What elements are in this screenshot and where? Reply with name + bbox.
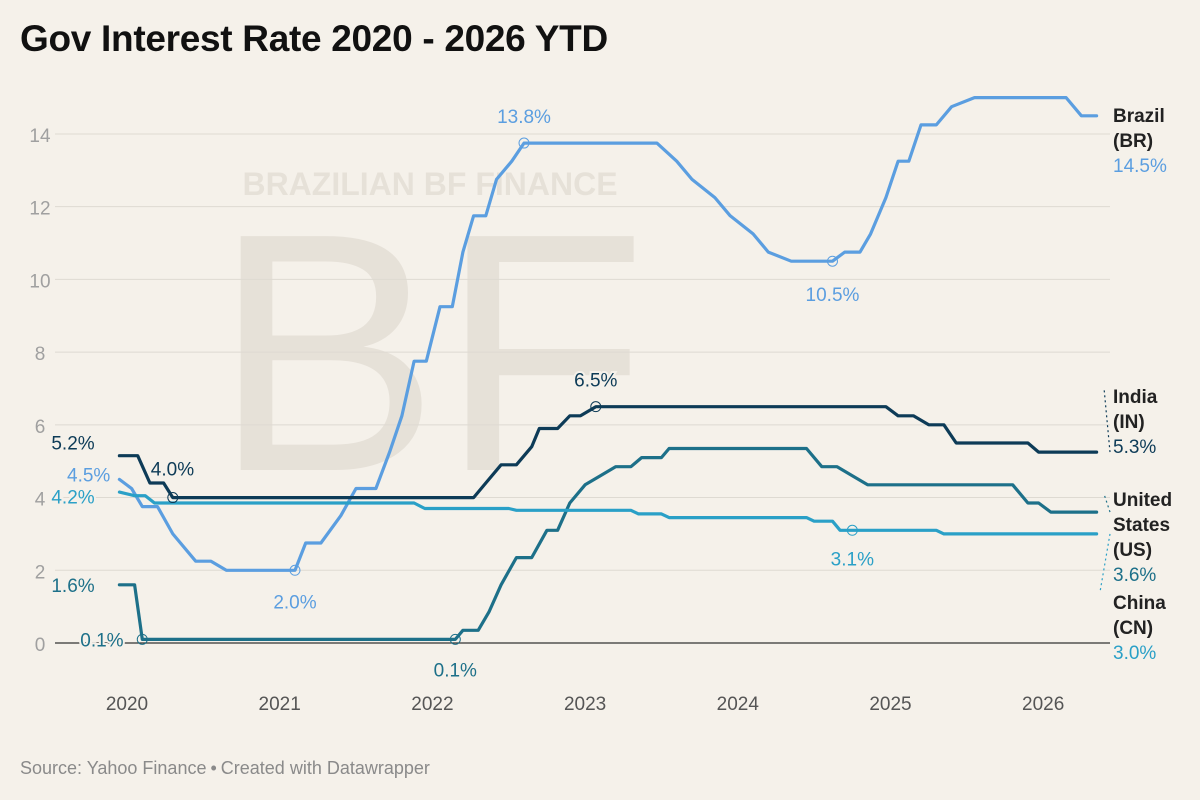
annotation-label: 1.6% [51, 576, 94, 597]
series-line-us [117, 446, 1099, 642]
end-label-value: 3.6% [1113, 565, 1156, 586]
footer-separator: • [210, 758, 217, 778]
annotation-marker [289, 564, 301, 576]
end-label-name: United States [1113, 490, 1172, 536]
annotation-label: 0.1% [434, 660, 477, 681]
footer: Source: Yahoo Finance • Created with Dataw… [20, 758, 430, 779]
y-tick-label: 12 [29, 199, 50, 220]
annotation-label: 4.5% [67, 465, 110, 486]
annotation-marker [590, 401, 602, 413]
annotation-label: 10.5% [806, 285, 860, 306]
y-tick-label: 4 [35, 490, 46, 511]
x-tick-label: 2024 [717, 694, 760, 715]
x-tick-label: 2022 [411, 694, 453, 715]
series-line-cn [117, 490, 1099, 536]
end-label-value: 14.5% [1113, 156, 1167, 177]
annotation-marker [518, 137, 530, 149]
end-label-code: (BR) [1113, 131, 1153, 152]
end-label-code: (IN) [1113, 412, 1145, 433]
end-labels: Brazil (BR) 14.5% India (IN) 5.3% United States… [1099, 106, 1172, 664]
x-axis-ticks: 2020 2021 2022 2023 2024 2025 2026 [106, 694, 1064, 715]
annotation-label: 0.1% [80, 630, 123, 651]
end-label-name: China [1113, 593, 1166, 614]
y-axis-ticks: 0 2 4 6 8 10 12 14 [29, 126, 51, 656]
end-label-code: (CN) [1113, 618, 1153, 639]
credit-text: Created with Datawrapper [220, 758, 430, 778]
end-label-leader [1103, 387, 1111, 453]
chart-title: Gov Interest Rate 2020 - 2026 YTD [20, 18, 608, 59]
annotation-marker [136, 633, 148, 645]
end-label-code: (US) [1113, 540, 1152, 561]
x-tick-label: 2020 [106, 694, 148, 715]
annotation-marker [449, 633, 461, 645]
series-line-br [117, 95, 1099, 572]
watermark-line: BRAZILIAN BF FINANCE [242, 166, 617, 202]
end-label-value: 3.0% [1113, 643, 1156, 664]
series-line-in [117, 405, 1099, 500]
y-tick-label: 2 [35, 562, 46, 583]
x-tick-label: 2023 [564, 694, 606, 715]
series-lines [117, 95, 1099, 642]
y-tick-label: 6 [35, 417, 46, 438]
annotation-label: 2.0% [273, 592, 316, 613]
y-tick-label: 14 [29, 126, 51, 147]
annotation-marker [167, 492, 179, 504]
annotation-label: 5.2% [51, 434, 94, 455]
end-label-leader [1099, 533, 1111, 593]
source-text: Source: Yahoo Finance [20, 758, 207, 778]
y-tick-label: 10 [29, 271, 50, 292]
end-label-value: 5.3% [1113, 437, 1156, 458]
annotation-marker [846, 524, 858, 536]
annotations: 2.0% 13.8% 10.5% 5.2% 4.0% 6.5% 1.6% 0.1% 0.1% 4.… [49, 105, 876, 683]
x-tick-label: 2025 [869, 694, 911, 715]
annotation-label: 6.5% [574, 371, 617, 392]
x-tick-label: 2021 [259, 694, 301, 715]
end-label-leader [1103, 493, 1111, 513]
annotation-label: 13.8% [497, 107, 551, 128]
annotation-label: 4.0% [151, 460, 194, 481]
annotation-label: 3.1% [831, 549, 874, 570]
x-tick-label: 2026 [1022, 694, 1064, 715]
annotation-label: 4.2% [51, 487, 94, 508]
y-tick-label: 0 [35, 635, 46, 656]
annotation-marker [826, 255, 838, 267]
end-label-name: Brazil [1113, 106, 1165, 127]
y-tick-label: 8 [35, 344, 46, 365]
end-label-name: India [1113, 387, 1158, 408]
